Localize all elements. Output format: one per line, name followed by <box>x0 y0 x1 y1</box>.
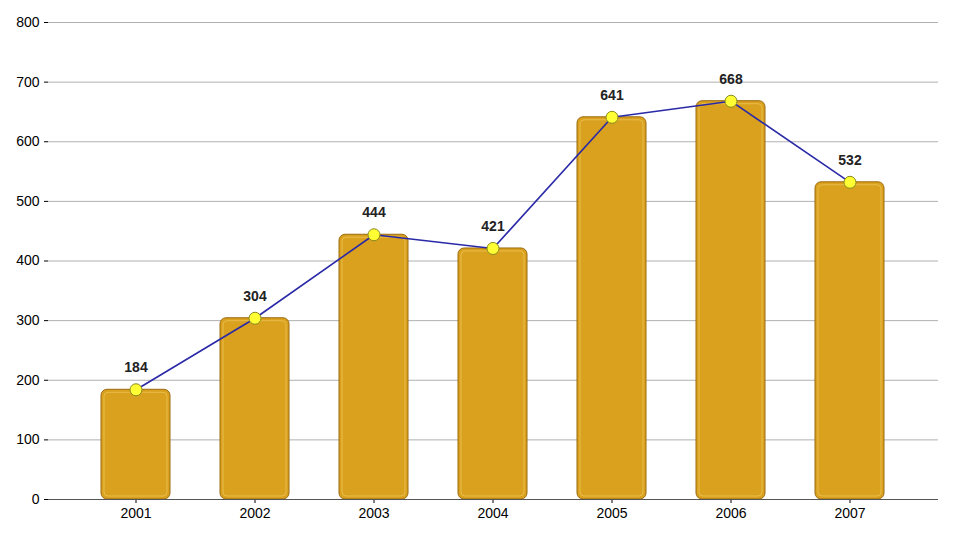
svg-text:800: 800 <box>16 14 40 30</box>
svg-text:304: 304 <box>243 288 267 304</box>
svg-text:600: 600 <box>16 133 40 149</box>
svg-text:668: 668 <box>719 71 743 87</box>
svg-text:300: 300 <box>16 312 40 328</box>
svg-text:200: 200 <box>16 372 40 388</box>
svg-text:500: 500 <box>16 193 40 209</box>
svg-text:184: 184 <box>124 359 148 375</box>
svg-text:532: 532 <box>838 152 862 168</box>
svg-text:2003: 2003 <box>358 505 389 521</box>
svg-text:0: 0 <box>32 491 40 507</box>
svg-text:400: 400 <box>16 252 40 268</box>
svg-text:2001: 2001 <box>120 505 151 521</box>
svg-text:641: 641 <box>600 87 624 103</box>
svg-text:444: 444 <box>362 204 386 220</box>
svg-text:700: 700 <box>16 74 40 90</box>
svg-text:2007: 2007 <box>834 505 865 521</box>
svg-text:2004: 2004 <box>477 505 508 521</box>
svg-text:2002: 2002 <box>239 505 270 521</box>
svg-text:421: 421 <box>481 218 505 234</box>
svg-text:2006: 2006 <box>715 505 746 521</box>
svg-text:2005: 2005 <box>596 505 627 521</box>
svg-text:100: 100 <box>16 431 40 447</box>
